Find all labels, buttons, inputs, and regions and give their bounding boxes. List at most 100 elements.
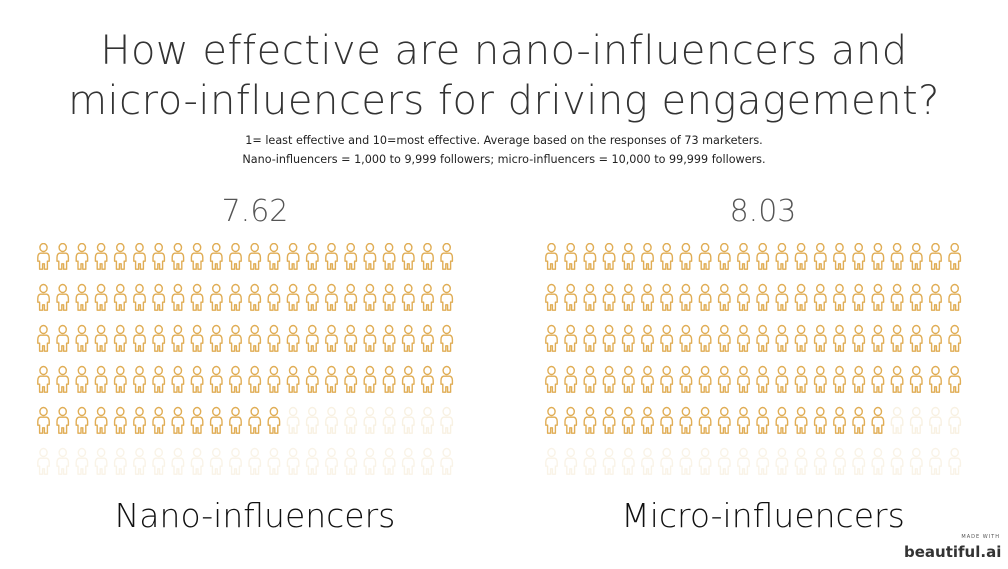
- person-icon-filled: [794, 324, 808, 352]
- person-icon-filled: [717, 365, 731, 393]
- person-icon-filled: [152, 324, 166, 352]
- person-icon-filled: [133, 243, 146, 270]
- person-icon-filled: [833, 283, 846, 311]
- person-icon-filled: [286, 243, 300, 270]
- person-icon-filled: [890, 324, 904, 352]
- person-icon-filled: [209, 365, 223, 393]
- micro-influencers-label: Micro-influencers: [621, 496, 905, 535]
- person-icon-filled: [909, 283, 923, 311]
- person-icon-empty: [813, 447, 827, 475]
- person-icon-filled: [679, 365, 693, 393]
- person-icon-filled: [929, 243, 942, 270]
- person-icon-filled: [94, 365, 108, 393]
- person-icon-filled: [267, 365, 281, 393]
- person-icon-filled: [171, 283, 185, 311]
- person-icon-empty: [641, 447, 654, 475]
- person-icon-filled: [679, 324, 693, 352]
- person-icon-filled: [133, 324, 146, 352]
- person-icon-empty: [775, 447, 789, 475]
- person-icon-filled: [717, 283, 731, 311]
- person-icon-empty: [421, 447, 434, 475]
- person-icon-filled: [794, 365, 808, 393]
- person-icon-empty: [401, 406, 415, 434]
- person-icon-empty: [75, 447, 89, 475]
- person-icon-empty: [363, 406, 377, 434]
- person-icon-filled: [833, 406, 846, 434]
- person-icon-filled: [660, 243, 674, 270]
- person-icon-filled: [890, 243, 904, 270]
- person-icon-filled: [440, 243, 454, 270]
- person-icon-filled: [948, 324, 962, 352]
- person-icon-empty: [440, 447, 454, 475]
- person-icon-empty: [382, 406, 396, 434]
- person-icon-empty: [152, 447, 166, 475]
- nano-influencers-value: 7.62: [221, 194, 289, 229]
- person-icon-filled: [209, 283, 223, 311]
- person-icon-filled: [190, 324, 204, 352]
- person-icon-filled: [152, 283, 166, 311]
- person-icon-filled: [440, 324, 454, 352]
- person-icon-filled: [325, 365, 338, 393]
- person-icon-filled: [94, 324, 108, 352]
- person-icon-filled: [305, 283, 319, 311]
- person-icon-filled: [813, 324, 827, 352]
- person-icon-filled: [401, 365, 415, 393]
- person-icon-empty: [890, 406, 904, 434]
- person-icon-empty: [56, 447, 70, 475]
- person-icon-filled: [698, 283, 712, 311]
- person-icon-filled: [871, 283, 885, 311]
- person-icon-empty: [325, 406, 338, 434]
- person-icon-filled: [421, 324, 434, 352]
- person-icon-empty: [909, 406, 923, 434]
- person-icon-empty: [229, 447, 242, 475]
- person-icon-filled: [698, 365, 712, 393]
- person-icon-empty: [94, 447, 108, 475]
- person-icon-filled: [602, 243, 616, 270]
- person-icon-empty: [698, 447, 712, 475]
- person-icon-filled: [248, 324, 262, 352]
- person-icon-filled: [56, 243, 70, 270]
- person-icon-filled: [737, 324, 750, 352]
- person-icon-filled: [286, 324, 300, 352]
- person-icon-filled: [698, 406, 712, 434]
- person-icon-filled: [325, 283, 338, 311]
- person-icon-filled: [794, 243, 808, 270]
- person-icon-empty: [794, 447, 808, 475]
- person-icon-filled: [382, 324, 396, 352]
- person-icon-filled: [305, 243, 319, 270]
- subtitle-line-1: 1= least effective and 10=most effective…: [245, 134, 763, 147]
- person-icon-filled: [152, 406, 166, 434]
- person-icon-empty: [948, 447, 962, 475]
- person-icon-filled: [37, 243, 50, 270]
- person-icon-filled: [698, 243, 712, 270]
- nano-influencers-label: Nano-influencers: [114, 496, 396, 535]
- person-icon-empty: [756, 447, 770, 475]
- person-icon-filled: [229, 243, 242, 270]
- person-icon-empty: [871, 447, 885, 475]
- person-icon-empty: [305, 447, 319, 475]
- person-icon-filled: [382, 365, 396, 393]
- person-icon-filled: [248, 283, 262, 311]
- person-icon-filled: [37, 324, 50, 352]
- person-icon-filled: [171, 365, 185, 393]
- person-icon-filled: [545, 365, 558, 393]
- person-icon-empty: [286, 406, 300, 434]
- person-icon-filled: [363, 283, 377, 311]
- person-icon-filled: [698, 324, 712, 352]
- person-icon-filled: [602, 365, 616, 393]
- person-icon-filled: [229, 324, 242, 352]
- beautiful-ai-logo[interactable]: MADE WITH beautiful.ai: [904, 533, 1001, 561]
- person-icon-empty: [248, 447, 262, 475]
- person-icon-empty: [344, 447, 358, 475]
- person-icon-filled: [363, 365, 377, 393]
- micro-influencers-panel: 8.03 Micro-influencers: [533, 190, 993, 540]
- person-icon-filled: [267, 406, 281, 434]
- person-icon-filled: [37, 283, 50, 311]
- person-icon-empty: [621, 447, 635, 475]
- person-icon-filled: [717, 406, 731, 434]
- person-icon-filled: [229, 365, 242, 393]
- person-icon-filled: [248, 243, 262, 270]
- person-icon-filled: [286, 283, 300, 311]
- person-icon-filled: [344, 324, 358, 352]
- person-icon-filled: [421, 365, 434, 393]
